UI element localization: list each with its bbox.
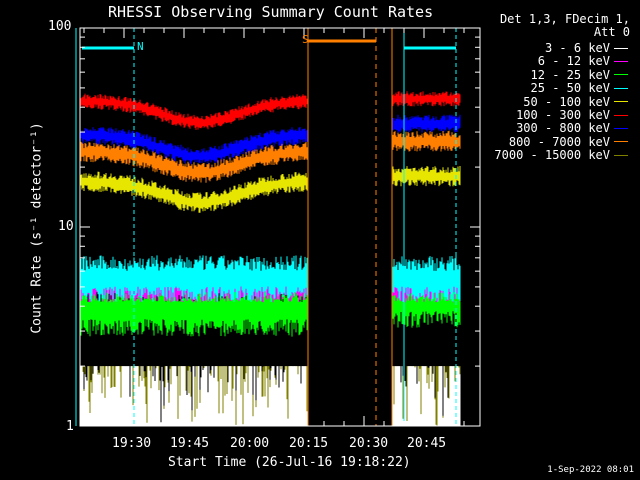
footer-timestamp: 1-Sep-2022 08:01 xyxy=(547,465,634,475)
y-tick-label-1: 1 xyxy=(66,419,74,434)
series-25-50-kev xyxy=(80,255,461,302)
marker-s-label: S xyxy=(302,33,309,46)
legend-entry: 6 - 12 keV xyxy=(538,55,628,67)
legend-entry-label: 12 - 25 keV xyxy=(530,67,610,82)
legend-swatch xyxy=(614,154,628,156)
legend-swatch xyxy=(614,47,628,49)
x-tick-label-2015: 20:15 xyxy=(289,436,329,451)
legend-entry-label: 800 - 7000 keV xyxy=(508,134,610,149)
x-tick-label-2030: 20:30 xyxy=(349,436,389,451)
marker-n-label: N xyxy=(137,40,144,53)
series-3-6-kev xyxy=(80,366,461,426)
legend-entry: 800 - 7000 keV xyxy=(509,136,628,148)
x-tick-label-2000: 20:00 xyxy=(230,436,270,451)
legend-entry-label: 3 - 6 keV xyxy=(544,41,610,55)
y-tick-label-10: 10 xyxy=(58,219,74,234)
legend-swatch xyxy=(614,127,628,129)
legend-entry-label: 300 - 800 keV xyxy=(516,121,610,136)
legend-swatch xyxy=(614,87,628,89)
legend-header-line-2: Att 0 xyxy=(593,25,630,39)
x-tick-label-2045: 20:45 xyxy=(407,436,447,451)
legend-entry: 100 - 300 keV xyxy=(516,109,628,121)
marker-layer xyxy=(75,28,457,426)
legend-entry-label: 100 - 300 keV xyxy=(516,108,610,122)
legend-entry: 3 - 6 keV xyxy=(545,42,628,54)
x-tick-label-1930: 19:30 xyxy=(112,436,152,451)
legend-entry-label: 50 - 100 keV xyxy=(523,94,610,109)
series-300-800-kev xyxy=(80,114,461,165)
legend-swatch xyxy=(614,60,628,62)
series-50-100-kev xyxy=(80,166,461,213)
tick-layer xyxy=(80,27,480,427)
x-tick-label-1945: 19:45 xyxy=(170,436,210,451)
y-axis-label: Count Rate (s⁻¹ detector⁻¹) xyxy=(29,122,45,334)
legend-swatch xyxy=(614,101,628,103)
series-layer xyxy=(80,91,461,426)
legend-entry: 300 - 800 keV xyxy=(516,122,628,134)
legend-entry: 25 - 50 keV xyxy=(531,82,628,94)
legend-entry: 50 - 100 keV xyxy=(523,96,628,108)
legend-swatch xyxy=(614,141,628,143)
legend-swatch xyxy=(614,74,628,76)
series-100-300-kev xyxy=(80,91,461,130)
series-800-7000-kev xyxy=(80,130,461,183)
legend-swatch xyxy=(614,114,628,116)
legend-entry-label: 6 - 12 keV xyxy=(537,54,610,69)
legend-header: Det 1,3, FDecim 1, Att 0 xyxy=(500,13,630,39)
legend-entry: 12 - 25 keV xyxy=(531,69,628,81)
y-tick-label-100: 100 xyxy=(48,19,72,34)
legend-entry-label: 25 - 50 keV xyxy=(530,81,610,96)
chart-title: RHESSI Observing Summary Count Rates xyxy=(108,3,434,21)
legend-header-line-1: Det 1,3, FDecim 1, xyxy=(499,12,630,26)
x-axis-label: Start Time (26-Jul-16 19:18:22) xyxy=(168,455,411,470)
legend-entry: 7000 - 15000 keV xyxy=(494,149,628,161)
legend-entry-label: 7000 - 15000 keV xyxy=(494,148,610,163)
